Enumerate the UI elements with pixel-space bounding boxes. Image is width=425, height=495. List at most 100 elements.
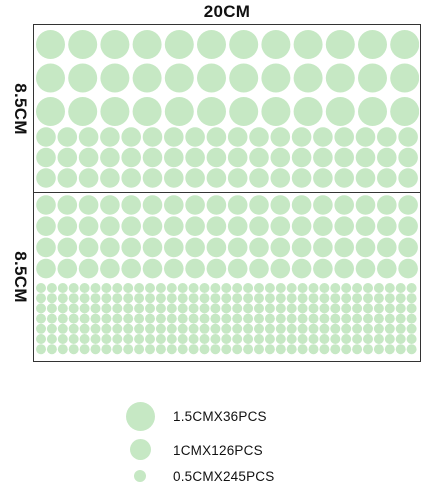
small-sticker-dot: [221, 323, 232, 334]
medium-sticker-dot: [270, 237, 291, 258]
medium-sticker-dot: [57, 258, 78, 279]
small-sticker-dot: [373, 313, 384, 324]
medium-sticker-dot: [270, 168, 291, 188]
size-legend: 1.5CMX36PCS 1CMX126PCS 0.5CMX245PCS: [0, 395, 425, 488]
medium-sticker-dot: [78, 258, 99, 279]
medium-sticker-dot: [164, 258, 184, 279]
small-sticker-dot: [286, 323, 297, 334]
small-sticker-dot: [36, 334, 46, 344]
small-sticker-dot: [232, 283, 243, 293]
small-sticker-dot: [232, 344, 243, 355]
medium-sticker-dot: [249, 147, 269, 168]
small-sticker-dot: [79, 293, 90, 304]
large-sticker-dot: [293, 63, 323, 93]
small-sticker-dot: [36, 313, 46, 324]
medium-sticker-dot: [334, 237, 355, 258]
medium-sticker-dot: [377, 237, 397, 258]
large-sticker-dot: [390, 30, 419, 59]
medium-sticker-dot: [334, 258, 355, 279]
small-sticker-dot: [254, 293, 264, 304]
small-sticker-dot: [134, 303, 145, 314]
medium-sticker-dot: [164, 127, 184, 147]
medium-sticker-dot: [291, 258, 312, 279]
medium-sticker-dot: [142, 237, 163, 258]
medium-sticker-dot: [227, 258, 248, 279]
large-sticker-dot: [197, 97, 226, 126]
small-sticker-dot: [308, 323, 319, 334]
medium-sticker-dot: [227, 237, 248, 258]
small-sticker-dot: [177, 293, 188, 304]
small-sticker-dot: [384, 323, 395, 334]
small-sticker-dot: [145, 303, 155, 314]
medium-dot-icon: [130, 439, 151, 460]
small-sticker-dot: [199, 323, 210, 334]
medium-sticker-dot: [313, 147, 333, 168]
bottom-sheet-dots: [36, 195, 418, 355]
small-sticker-dot: [199, 313, 210, 324]
large-sticker-dot: [358, 97, 387, 126]
small-sticker-dot: [145, 313, 155, 324]
small-sticker-dot: [308, 283, 319, 293]
small-sticker-dot: [155, 293, 166, 304]
small-sticker-dot: [57, 293, 68, 304]
large-sticker-dot: [68, 97, 98, 126]
small-sticker-dot: [330, 334, 341, 344]
small-sticker-dot: [297, 323, 308, 334]
small-sticker-dot: [68, 323, 79, 334]
small-sticker-dot: [90, 313, 101, 324]
small-sticker-dot: [123, 293, 134, 304]
small-sticker-dot: [341, 334, 352, 344]
top-sticker-sheet: [33, 24, 421, 194]
medium-sticker-dot: [121, 127, 141, 147]
top-height-dimension-label: 8.5CM: [10, 24, 30, 194]
medium-sticker-dot: [78, 147, 99, 168]
small-sticker-dot: [319, 303, 330, 314]
small-sticker-dot: [112, 323, 123, 334]
small-sticker-dot: [363, 283, 373, 293]
small-sticker-dot: [79, 323, 90, 334]
medium-sticker-dot: [206, 147, 227, 168]
medium-sticker-dot: [334, 127, 355, 147]
legend-label-small: 0.5CMX245PCS: [173, 469, 275, 484]
small-sticker-dot: [68, 334, 79, 344]
medium-sticker-dot: [206, 258, 227, 279]
small-sticker-dot: [221, 344, 232, 355]
medium-sticker-dot: [164, 237, 184, 258]
small-sticker-dot: [286, 313, 297, 324]
small-sticker-dot: [264, 313, 275, 324]
large-sticker-dot: [68, 63, 98, 93]
medium-sticker-dot: [398, 168, 418, 188]
small-sticker-dot: [319, 283, 330, 293]
large-sticker-dot: [229, 30, 259, 59]
small-sticker-dot: [188, 293, 199, 304]
small-sticker-dot: [177, 283, 188, 293]
small-sticker-dot: [308, 303, 319, 314]
small-sticker-dot: [264, 334, 275, 344]
small-sticker-dot: [90, 323, 101, 334]
small-sticker-dot: [68, 344, 79, 355]
medium-sticker-dot: [227, 168, 248, 188]
medium-sticker-dot: [185, 258, 205, 279]
small-sticker-dot: [166, 344, 177, 355]
medium-sticker-dot: [100, 237, 120, 258]
medium-sticker-dot: [313, 216, 333, 236]
medium-sticker-dot: [100, 195, 120, 215]
large-sticker-dot: [132, 63, 162, 93]
medium-sticker-dot: [398, 195, 418, 215]
small-sticker-dot: [384, 293, 395, 304]
small-sticker-dot: [36, 283, 46, 293]
medium-sticker-dot: [185, 127, 205, 147]
small-sticker-dot: [101, 334, 112, 344]
medium-sticker-dot: [100, 168, 120, 188]
small-sticker-dot: [221, 313, 232, 324]
small-sticker-dot: [286, 334, 297, 344]
medium-sticker-dot: [36, 195, 56, 215]
small-sticker-dot: [123, 303, 134, 314]
small-sticker-dot: [297, 344, 308, 355]
small-sticker-dot: [286, 283, 297, 293]
small-sticker-dot: [395, 323, 406, 334]
small-sticker-dot: [57, 303, 68, 314]
small-sticker-dot: [232, 313, 243, 324]
small-sticker-dot: [373, 303, 384, 314]
small-sticker-dot: [112, 334, 123, 344]
